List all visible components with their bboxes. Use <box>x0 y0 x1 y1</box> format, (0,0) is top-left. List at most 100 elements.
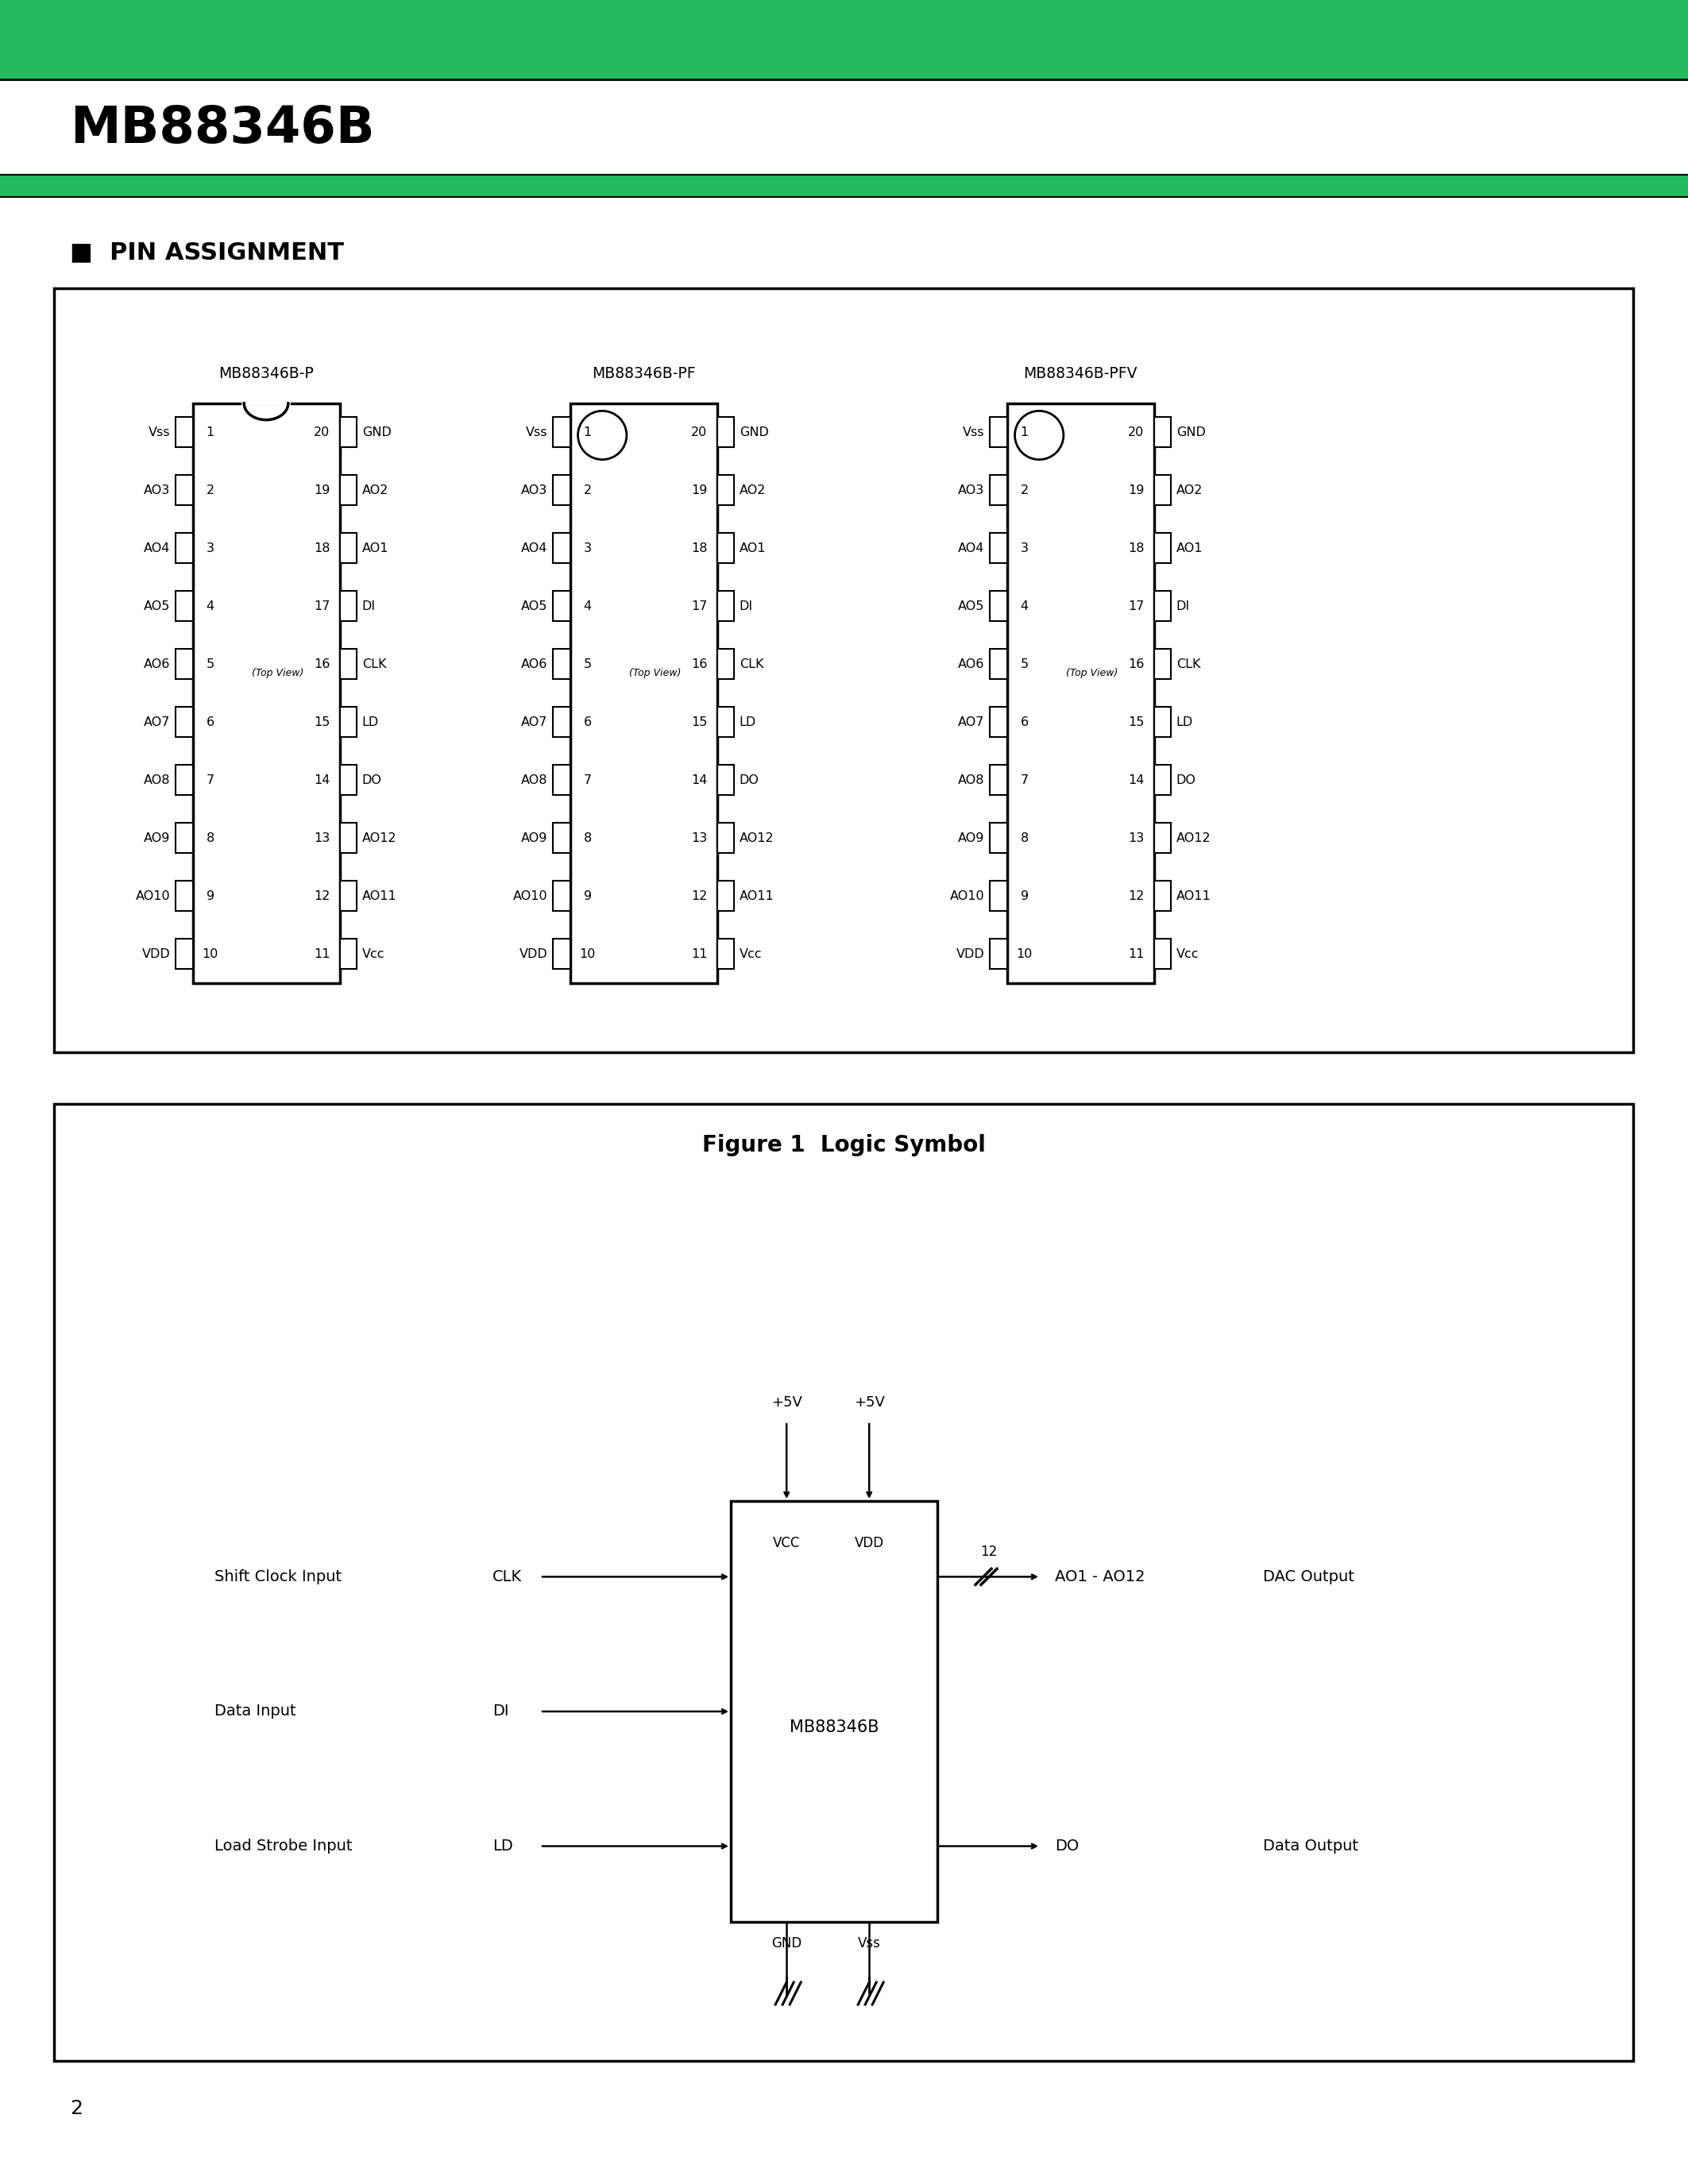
Text: DO: DO <box>1177 773 1197 786</box>
Bar <box>1155 880 1171 911</box>
Text: LD: LD <box>739 716 756 727</box>
Bar <box>0 175 1688 197</box>
Text: AO10: AO10 <box>950 891 984 902</box>
Text: DI: DI <box>493 1704 508 1719</box>
Text: AO5: AO5 <box>522 601 547 612</box>
Text: AO7: AO7 <box>957 716 984 727</box>
Text: 8: 8 <box>584 832 592 843</box>
Text: 6: 6 <box>206 716 214 727</box>
Bar <box>0 0 1688 79</box>
Text: VDD: VDD <box>854 1535 885 1551</box>
Bar <box>176 764 192 795</box>
Text: AO5: AO5 <box>957 601 984 612</box>
Text: 19: 19 <box>1128 485 1144 496</box>
Bar <box>339 592 356 620</box>
Text: 7: 7 <box>584 773 591 786</box>
Bar <box>339 708 356 738</box>
Text: 16: 16 <box>1128 657 1144 670</box>
Bar <box>554 649 571 679</box>
Bar <box>717 476 734 505</box>
Text: 11: 11 <box>314 948 331 961</box>
Text: AO2: AO2 <box>1177 485 1204 496</box>
Text: MB88346B-P: MB88346B-P <box>218 367 314 380</box>
Bar <box>339 533 356 563</box>
Bar <box>989 592 1006 620</box>
Circle shape <box>577 411 626 459</box>
Text: 5: 5 <box>1021 657 1028 670</box>
Bar <box>989 649 1006 679</box>
Text: CLK: CLK <box>1177 657 1200 670</box>
Text: Data Input: Data Input <box>214 1704 295 1719</box>
Text: AO2: AO2 <box>739 485 766 496</box>
Text: AO6: AO6 <box>143 657 170 670</box>
Text: 1: 1 <box>584 426 592 439</box>
Bar <box>554 880 571 911</box>
Bar <box>1155 476 1171 505</box>
Text: AO6: AO6 <box>957 657 984 670</box>
Text: 13: 13 <box>1128 832 1144 843</box>
Text: AO1: AO1 <box>361 542 388 555</box>
Bar <box>554 823 571 854</box>
Bar <box>554 764 571 795</box>
Bar <box>717 649 734 679</box>
Text: 7: 7 <box>1021 773 1028 786</box>
Bar <box>176 533 192 563</box>
Text: DO: DO <box>739 773 760 786</box>
Text: DO: DO <box>1055 1839 1079 1854</box>
Bar <box>571 404 717 983</box>
Text: (Top View): (Top View) <box>1067 668 1117 677</box>
Circle shape <box>1014 411 1063 459</box>
Text: AO3: AO3 <box>143 485 170 496</box>
Text: GND: GND <box>771 1937 802 1950</box>
Bar <box>717 533 734 563</box>
Text: 14: 14 <box>314 773 331 786</box>
Text: AO1: AO1 <box>739 542 766 555</box>
Text: Vss: Vss <box>149 426 170 439</box>
Text: AO11: AO11 <box>361 891 397 902</box>
Text: AO1 - AO12: AO1 - AO12 <box>1055 1570 1144 1583</box>
Text: 8: 8 <box>206 832 214 843</box>
Text: Vcc: Vcc <box>1177 948 1198 961</box>
Text: 10: 10 <box>1016 948 1033 961</box>
Bar <box>1155 649 1171 679</box>
Bar <box>554 592 571 620</box>
Text: 19: 19 <box>314 485 331 496</box>
Text: AO12: AO12 <box>361 832 397 843</box>
Bar <box>54 1103 1634 2062</box>
Text: 15: 15 <box>1128 716 1144 727</box>
Text: CLK: CLK <box>739 657 763 670</box>
Text: AO12: AO12 <box>739 832 775 843</box>
Text: MB88346B: MB88346B <box>69 105 375 153</box>
Text: AO2: AO2 <box>361 485 388 496</box>
Text: 12: 12 <box>690 891 707 902</box>
Bar <box>1006 404 1155 983</box>
Text: LD: LD <box>493 1839 513 1854</box>
Bar <box>989 939 1006 970</box>
Text: 2: 2 <box>69 2099 83 2118</box>
Bar <box>176 823 192 854</box>
Bar <box>339 880 356 911</box>
Bar <box>989 823 1006 854</box>
Text: AO8: AO8 <box>522 773 547 786</box>
Bar <box>717 764 734 795</box>
Bar <box>1155 823 1171 854</box>
Bar <box>339 939 356 970</box>
Text: GND: GND <box>361 426 392 439</box>
Text: 18: 18 <box>690 542 707 555</box>
Bar <box>731 1500 937 1922</box>
Text: 15: 15 <box>314 716 331 727</box>
Text: Vss: Vss <box>962 426 984 439</box>
Text: Vcc: Vcc <box>739 948 761 961</box>
Bar <box>339 823 356 854</box>
Bar <box>717 939 734 970</box>
Text: LD: LD <box>361 716 378 727</box>
Bar <box>1155 417 1171 448</box>
Bar <box>54 288 1634 1053</box>
Bar <box>1155 939 1171 970</box>
Text: Vss: Vss <box>858 1937 881 1950</box>
Bar <box>717 880 734 911</box>
Text: 6: 6 <box>584 716 591 727</box>
Text: (Top View): (Top View) <box>630 668 682 677</box>
Text: 10: 10 <box>203 948 218 961</box>
Text: CLK: CLK <box>361 657 387 670</box>
